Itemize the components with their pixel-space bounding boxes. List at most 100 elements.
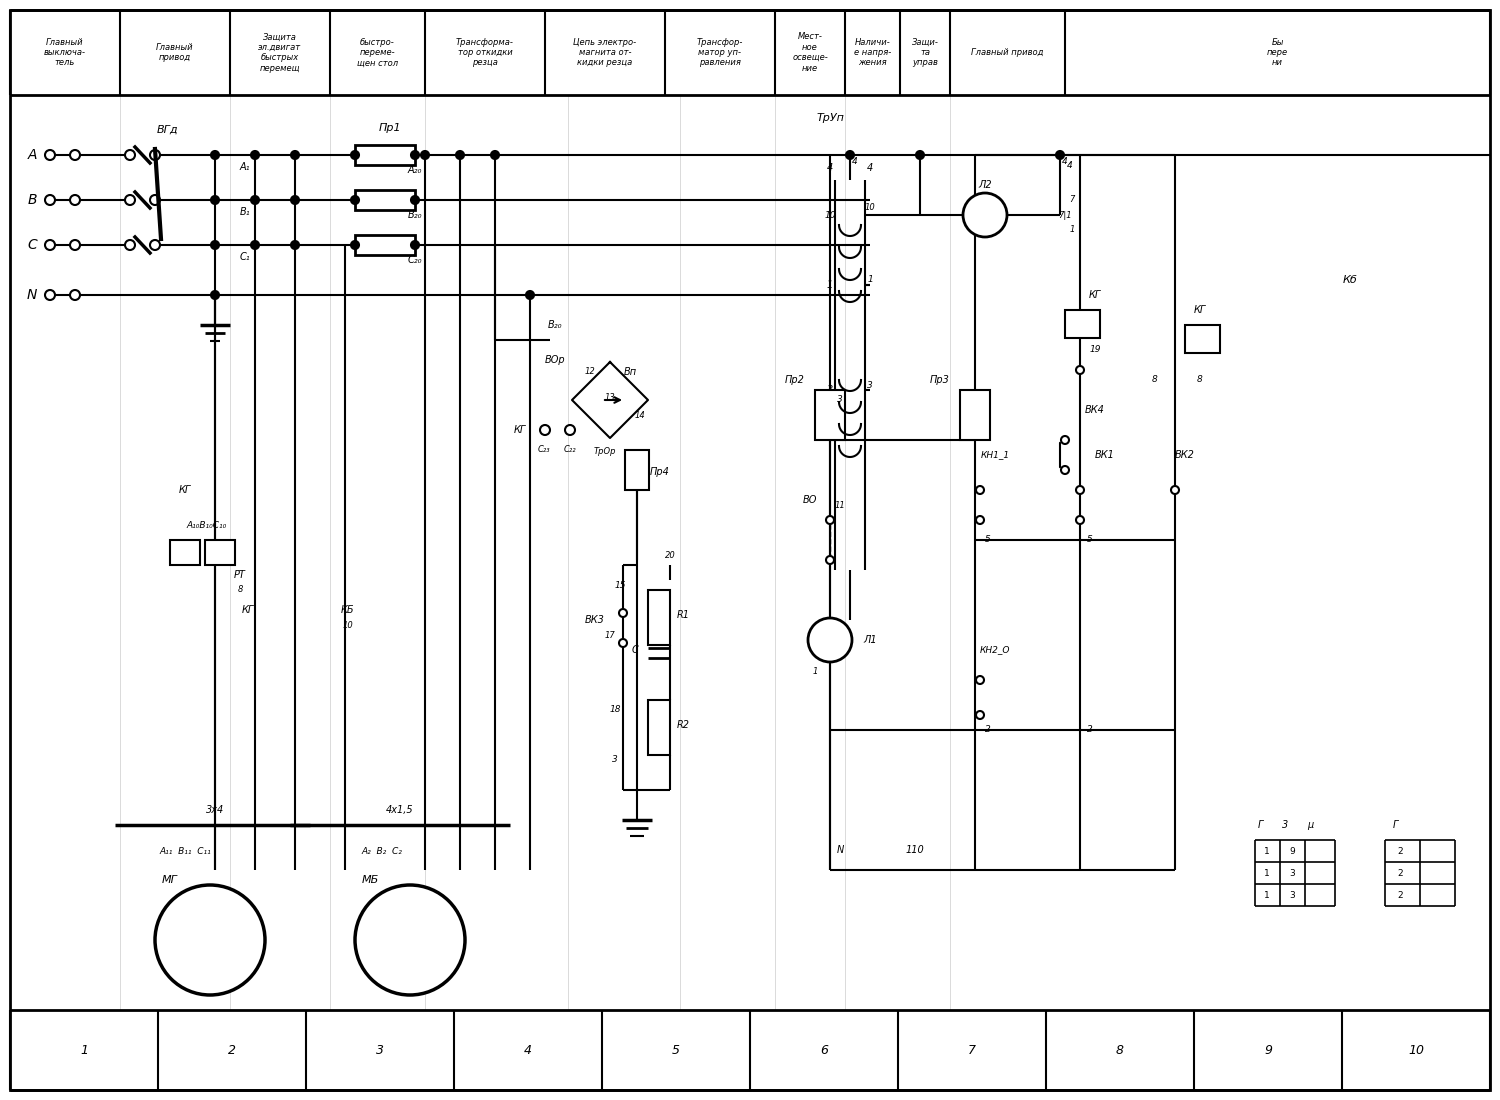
Text: A₁₀B₁₀C₁₀: A₁₀B₁₀C₁₀ — [188, 520, 226, 529]
Text: B: B — [27, 192, 36, 207]
Text: 1: 1 — [80, 1044, 88, 1056]
Circle shape — [211, 151, 219, 160]
Text: быстро-
переме-
щен стол: быстро- переме- щен стол — [357, 37, 398, 67]
Text: 7: 7 — [968, 1044, 976, 1056]
Text: C: C — [632, 645, 639, 654]
Text: В₂₀: В₂₀ — [548, 320, 562, 330]
Circle shape — [211, 292, 219, 299]
Text: КГ: КГ — [242, 605, 254, 615]
Circle shape — [70, 240, 80, 250]
Text: 9: 9 — [1288, 847, 1294, 856]
Text: Пр1: Пр1 — [378, 123, 402, 133]
Circle shape — [45, 240, 56, 250]
Text: 11: 11 — [834, 500, 846, 509]
Text: 12: 12 — [585, 367, 596, 376]
Circle shape — [963, 192, 1006, 236]
Bar — [1185, 324, 1219, 353]
Text: ВК2: ВК2 — [1174, 450, 1196, 460]
Text: 1: 1 — [827, 280, 833, 290]
Text: 18: 18 — [609, 705, 621, 715]
Circle shape — [976, 516, 984, 524]
Circle shape — [70, 195, 80, 205]
Text: A: A — [27, 148, 36, 162]
Text: 20: 20 — [834, 636, 846, 645]
Text: 14: 14 — [634, 410, 645, 419]
Text: КГ: КГ — [514, 425, 526, 435]
Text: 13: 13 — [604, 394, 615, 403]
Text: ВК3: ВК3 — [585, 615, 604, 625]
Text: Главный
выключа-
тель: Главный выключа- тель — [44, 37, 86, 67]
Bar — [206, 540, 236, 565]
Circle shape — [456, 151, 464, 160]
Bar — [626, 450, 650, 490]
Text: 5: 5 — [1088, 536, 1094, 544]
Circle shape — [70, 150, 80, 160]
Circle shape — [620, 609, 627, 617]
Bar — [356, 190, 416, 210]
Circle shape — [251, 241, 260, 249]
Text: N: N — [837, 845, 843, 855]
Text: 1: 1 — [1264, 891, 1270, 900]
Text: 7: 7 — [1070, 196, 1074, 205]
Text: КН1_1: КН1_1 — [981, 451, 1010, 460]
Circle shape — [916, 151, 924, 160]
Bar — [1065, 310, 1100, 338]
Circle shape — [124, 150, 135, 160]
Text: 7|1: 7|1 — [1058, 210, 1072, 220]
Circle shape — [976, 486, 984, 494]
Circle shape — [411, 241, 419, 249]
Text: 4: 4 — [867, 163, 873, 173]
Text: 4: 4 — [1066, 161, 1072, 169]
Circle shape — [351, 196, 358, 204]
Circle shape — [124, 195, 135, 205]
Circle shape — [291, 151, 298, 160]
Circle shape — [211, 196, 219, 204]
Text: Кб: Кб — [1342, 275, 1358, 285]
Circle shape — [150, 240, 160, 250]
Circle shape — [540, 425, 550, 435]
Circle shape — [150, 150, 160, 160]
Circle shape — [808, 618, 852, 662]
Text: 8: 8 — [237, 585, 243, 594]
Text: 6: 6 — [821, 1044, 828, 1056]
Text: ВГд: ВГд — [158, 125, 178, 135]
Text: Г: Г — [1257, 820, 1263, 830]
Text: Наличи-
е напря-
жения: Наличи- е напря- жения — [853, 37, 891, 67]
Text: 2: 2 — [1088, 726, 1094, 735]
Circle shape — [1076, 366, 1084, 374]
Circle shape — [422, 151, 429, 160]
Circle shape — [45, 150, 56, 160]
Text: C: C — [27, 238, 38, 252]
Circle shape — [566, 425, 574, 435]
Text: 9: 9 — [1264, 1044, 1272, 1056]
Text: B₁: B₁ — [240, 207, 250, 217]
Text: 1: 1 — [813, 668, 818, 676]
Text: Цепь электро-
магнита от-
кидки резца: Цепь электро- магнита от- кидки резца — [573, 37, 636, 67]
Text: Главный привод: Главный привод — [972, 48, 1044, 57]
Text: РТ: РТ — [234, 570, 246, 580]
Text: Трансфор-
матор уп-
равления: Трансфор- матор уп- равления — [698, 37, 742, 67]
Circle shape — [846, 151, 853, 160]
Text: C₁: C₁ — [240, 252, 250, 262]
Text: Г: Г — [1392, 820, 1398, 830]
Text: ВО: ВО — [802, 495, 818, 505]
Text: Главный
привод: Главный привод — [156, 43, 194, 63]
Text: A₁₁  B₁₁  C₁₁: A₁₁ B₁₁ C₁₁ — [159, 847, 212, 857]
Bar — [170, 540, 200, 565]
Text: R1: R1 — [676, 610, 690, 620]
Text: Л2: Л2 — [978, 180, 992, 190]
Circle shape — [251, 151, 260, 160]
Text: 8: 8 — [1197, 375, 1203, 385]
Text: 4: 4 — [1062, 157, 1068, 166]
Circle shape — [827, 556, 834, 564]
Circle shape — [411, 196, 419, 204]
Bar — [356, 145, 416, 165]
Text: Трансформа-
тор откидки
резца: Трансформа- тор откидки резца — [456, 37, 514, 67]
Text: 5: 5 — [672, 1044, 680, 1056]
Text: Пр3: Пр3 — [930, 375, 950, 385]
Text: 4: 4 — [524, 1044, 532, 1056]
Text: 10: 10 — [864, 204, 876, 212]
Circle shape — [1056, 151, 1064, 160]
Text: 20: 20 — [664, 550, 675, 560]
Text: 4: 4 — [852, 157, 858, 166]
